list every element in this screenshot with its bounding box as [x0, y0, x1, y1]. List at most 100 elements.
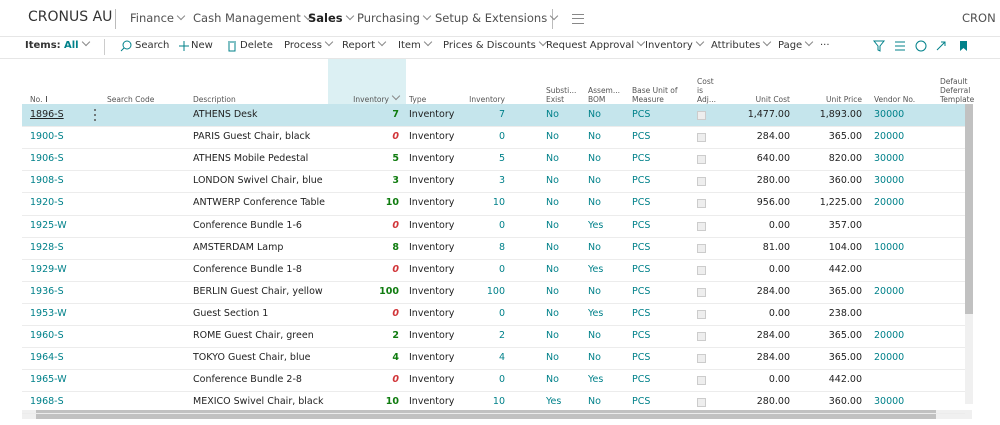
nav-menu-item[interactable]: Cash Management: [193, 11, 313, 25]
cell-no[interactable]: 1920-S: [30, 197, 64, 209]
cell-inventory-2[interactable]: 0: [498, 263, 505, 275]
cell-vendor-no[interactable]: 30000: [874, 109, 905, 120]
horizontal-scrollbar[interactable]: [22, 410, 972, 419]
column-header[interactable]: Unit Price: [826, 95, 862, 104]
menu-icon[interactable]: [572, 14, 584, 24]
column-header[interactable]: BOM: [588, 95, 606, 104]
column-header[interactable]: Base Unit of: [632, 86, 678, 95]
column-header[interactable]: Assem...: [588, 86, 621, 95]
cell-no[interactable]: 1896-S: [30, 109, 64, 120]
cell-vendor-no[interactable]: 30000: [874, 153, 905, 165]
cell-inventory: 3: [392, 175, 399, 187]
nav-menu-item[interactable]: Sales: [308, 11, 354, 25]
cell-substitutes-exist: Yes: [546, 396, 562, 408]
cell-vendor-no[interactable]: 20000: [874, 197, 905, 209]
view-filter[interactable]: All: [64, 37, 90, 51]
cell-no[interactable]: 1928-S: [30, 241, 64, 253]
nav-menu-item[interactable]: Setup & Extensions: [435, 11, 559, 25]
cell-no[interactable]: 1936-S: [30, 285, 64, 297]
cell-vendor-no[interactable]: 30000: [874, 175, 905, 187]
nav-menu-item[interactable]: Finance: [130, 11, 186, 25]
info-icon[interactable]: [915, 40, 927, 52]
column-header[interactable]: Adj...: [697, 95, 716, 104]
cell-base-unit: PCS: [632, 263, 651, 275]
cell-vendor-no[interactable]: 20000: [874, 330, 905, 341]
cell-inventory-2[interactable]: 5: [498, 153, 505, 165]
cell-inventory-2[interactable]: 4: [498, 352, 505, 364]
vertical-scrollbar[interactable]: [965, 104, 973, 404]
cell-no[interactable]: 1925-W: [30, 219, 67, 231]
nav-menu-item[interactable]: Purchasing: [357, 11, 432, 25]
cell-inventory-2[interactable]: 0: [498, 219, 505, 231]
column-header[interactable]: Vendor No.: [874, 95, 916, 104]
column-header[interactable]: Substi...: [546, 86, 577, 95]
column-header[interactable]: Exist: [546, 95, 565, 104]
checkbox: [697, 155, 706, 165]
cell-inventory-2[interactable]: 0: [498, 131, 505, 143]
cell-vendor-no[interactable]: 20000: [874, 285, 905, 297]
expand-icon[interactable]: [936, 41, 946, 51]
cell-inventory-2[interactable]: 3: [498, 175, 505, 187]
cell-inventory-2[interactable]: 0: [498, 307, 505, 319]
column-header[interactable]: Measure: [632, 95, 664, 104]
cell-no[interactable]: 1929-W: [30, 263, 67, 275]
column-header[interactable]: Template: [940, 95, 975, 104]
row-menu[interactable]: [93, 108, 97, 122]
action-button[interactable]: Prices & Discounts: [443, 37, 548, 51]
action-button[interactable]: Inventory: [645, 37, 705, 51]
cell-no[interactable]: 1953-W: [30, 307, 67, 319]
column-header[interactable]: Default: [940, 77, 968, 86]
cell-vendor-no[interactable]: 30000: [874, 396, 905, 408]
cell-no[interactable]: 1908-S: [30, 175, 64, 187]
action-button[interactable]: Report: [342, 37, 387, 51]
column-header[interactable]: Search Code: [107, 95, 155, 104]
action-button[interactable]: Delete: [240, 40, 273, 51]
bookmark-icon[interactable]: [960, 41, 967, 51]
cell-no[interactable]: 1964-S: [30, 352, 64, 364]
action-button[interactable]: New: [191, 40, 213, 51]
column-header[interactable]: Deferral: [940, 86, 971, 95]
cell-inventory-2[interactable]: 10: [492, 197, 505, 209]
cell-vendor-no[interactable]: 20000: [874, 131, 905, 143]
cell-vendor-no[interactable]: 20000: [874, 352, 905, 364]
cell-no[interactable]: 1960-S: [30, 330, 64, 341]
cell-no[interactable]: 1900-S: [30, 131, 64, 143]
cell-inventory-2[interactable]: 2: [498, 330, 505, 341]
cell-vendor-no[interactable]: 10000: [874, 241, 905, 253]
cell-unit-price: 104.00: [828, 241, 862, 253]
column-header[interactable]: Cost: [697, 77, 714, 86]
cell-base-unit: PCS: [632, 374, 651, 386]
cell-unit-price: 365.00: [828, 285, 862, 297]
column-header[interactable]: Inventory: [353, 91, 401, 104]
cell-inventory-2[interactable]: 10: [492, 396, 505, 408]
top-nav: [0, 0, 1000, 37]
column-header[interactable]: is: [697, 86, 703, 95]
cell-no[interactable]: 1968-S: [30, 396, 64, 408]
action-button[interactable]: Process: [284, 37, 334, 51]
more-actions[interactable]: ···: [820, 40, 830, 51]
action-button[interactable]: Page: [778, 37, 814, 51]
column-header[interactable]: No.: [30, 95, 48, 104]
cell-inventory-2[interactable]: 7: [498, 109, 505, 120]
action-button[interactable]: Search: [135, 40, 170, 51]
cell-inventory-2[interactable]: 100: [486, 285, 505, 297]
cell-no[interactable]: 1965-W: [30, 374, 67, 386]
company-name[interactable]: CRONUS AU: [28, 9, 113, 25]
cell-assembly-bom: No: [588, 153, 601, 165]
list-icon[interactable]: [895, 41, 905, 51]
filter-icon[interactable]: [872, 40, 886, 52]
cell-no[interactable]: 1906-S: [30, 153, 64, 165]
column-header[interactable]: Unit Cost: [755, 95, 790, 104]
column-header[interactable]: Inventory: [469, 95, 505, 104]
row-divider: [22, 126, 965, 128]
column-header[interactable]: Type: [409, 95, 427, 104]
cell-unit-cost: 284.00: [756, 131, 790, 143]
action-button[interactable]: Request Approval: [546, 37, 646, 51]
cell-inventory-2[interactable]: 8: [498, 241, 505, 253]
column-header[interactable]: Description: [193, 95, 236, 104]
cell-description: Conference Bundle 2-8: [193, 374, 302, 386]
cell-inventory-2[interactable]: 0: [498, 374, 505, 386]
action-button[interactable]: Item: [398, 37, 433, 51]
action-button[interactable]: Attributes: [711, 37, 772, 51]
